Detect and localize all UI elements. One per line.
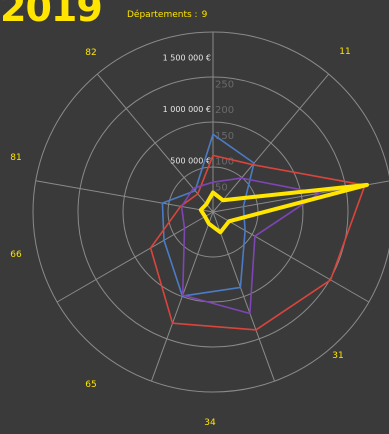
departements-count-label: Départements :9 [127,10,207,20]
category-label: 11 [339,47,350,57]
right-axis-tick-label: 250 [215,79,234,90]
year-title: 2019 [0,0,103,30]
grid-spoke-8 [96,73,214,213]
category-label: 34 [204,418,216,428]
series-polygon-1 [161,133,255,297]
category-label: 31 [332,351,343,361]
radar-grid [32,31,389,393]
series-layer [149,133,369,331]
grid-spoke-4 [212,211,276,382]
category-label: 65 [85,380,96,390]
radial-axis-right: 50 100 150 200 250 [215,79,234,193]
right-axis-tick-label: 100 [215,157,234,168]
grid-spoke-6 [56,211,214,303]
category-label: 81 [10,153,21,163]
category-labels: 11 31 34 65 66 81 82 [10,47,350,428]
left-axis-tick-label: 1 500 000 € [163,54,211,63]
left-axis-tick-label: 500 000 € [170,157,211,166]
grid-spoke-7 [35,180,214,213]
right-axis-tick-label: 150 [215,131,234,142]
series-polygon-3 [180,177,321,315]
right-axis-tick-label: 200 [215,105,234,116]
category-label: 82 [85,48,96,58]
series-polygon-4 [198,182,369,235]
grid-spoke-3 [212,211,370,303]
radial-axis-left: 500 000 € 1 000 000 € 1 500 000 € [163,54,211,166]
left-axis-tick-label: 1 000 000 € [163,105,211,114]
departements-label: Départements : [127,10,198,20]
right-axis-tick-label: 50 [215,182,228,193]
series-polygon-2 [149,154,366,331]
grid-spoke-1 [212,73,330,213]
category-label: 66 [10,250,22,260]
departements-value: 9 [201,10,208,20]
